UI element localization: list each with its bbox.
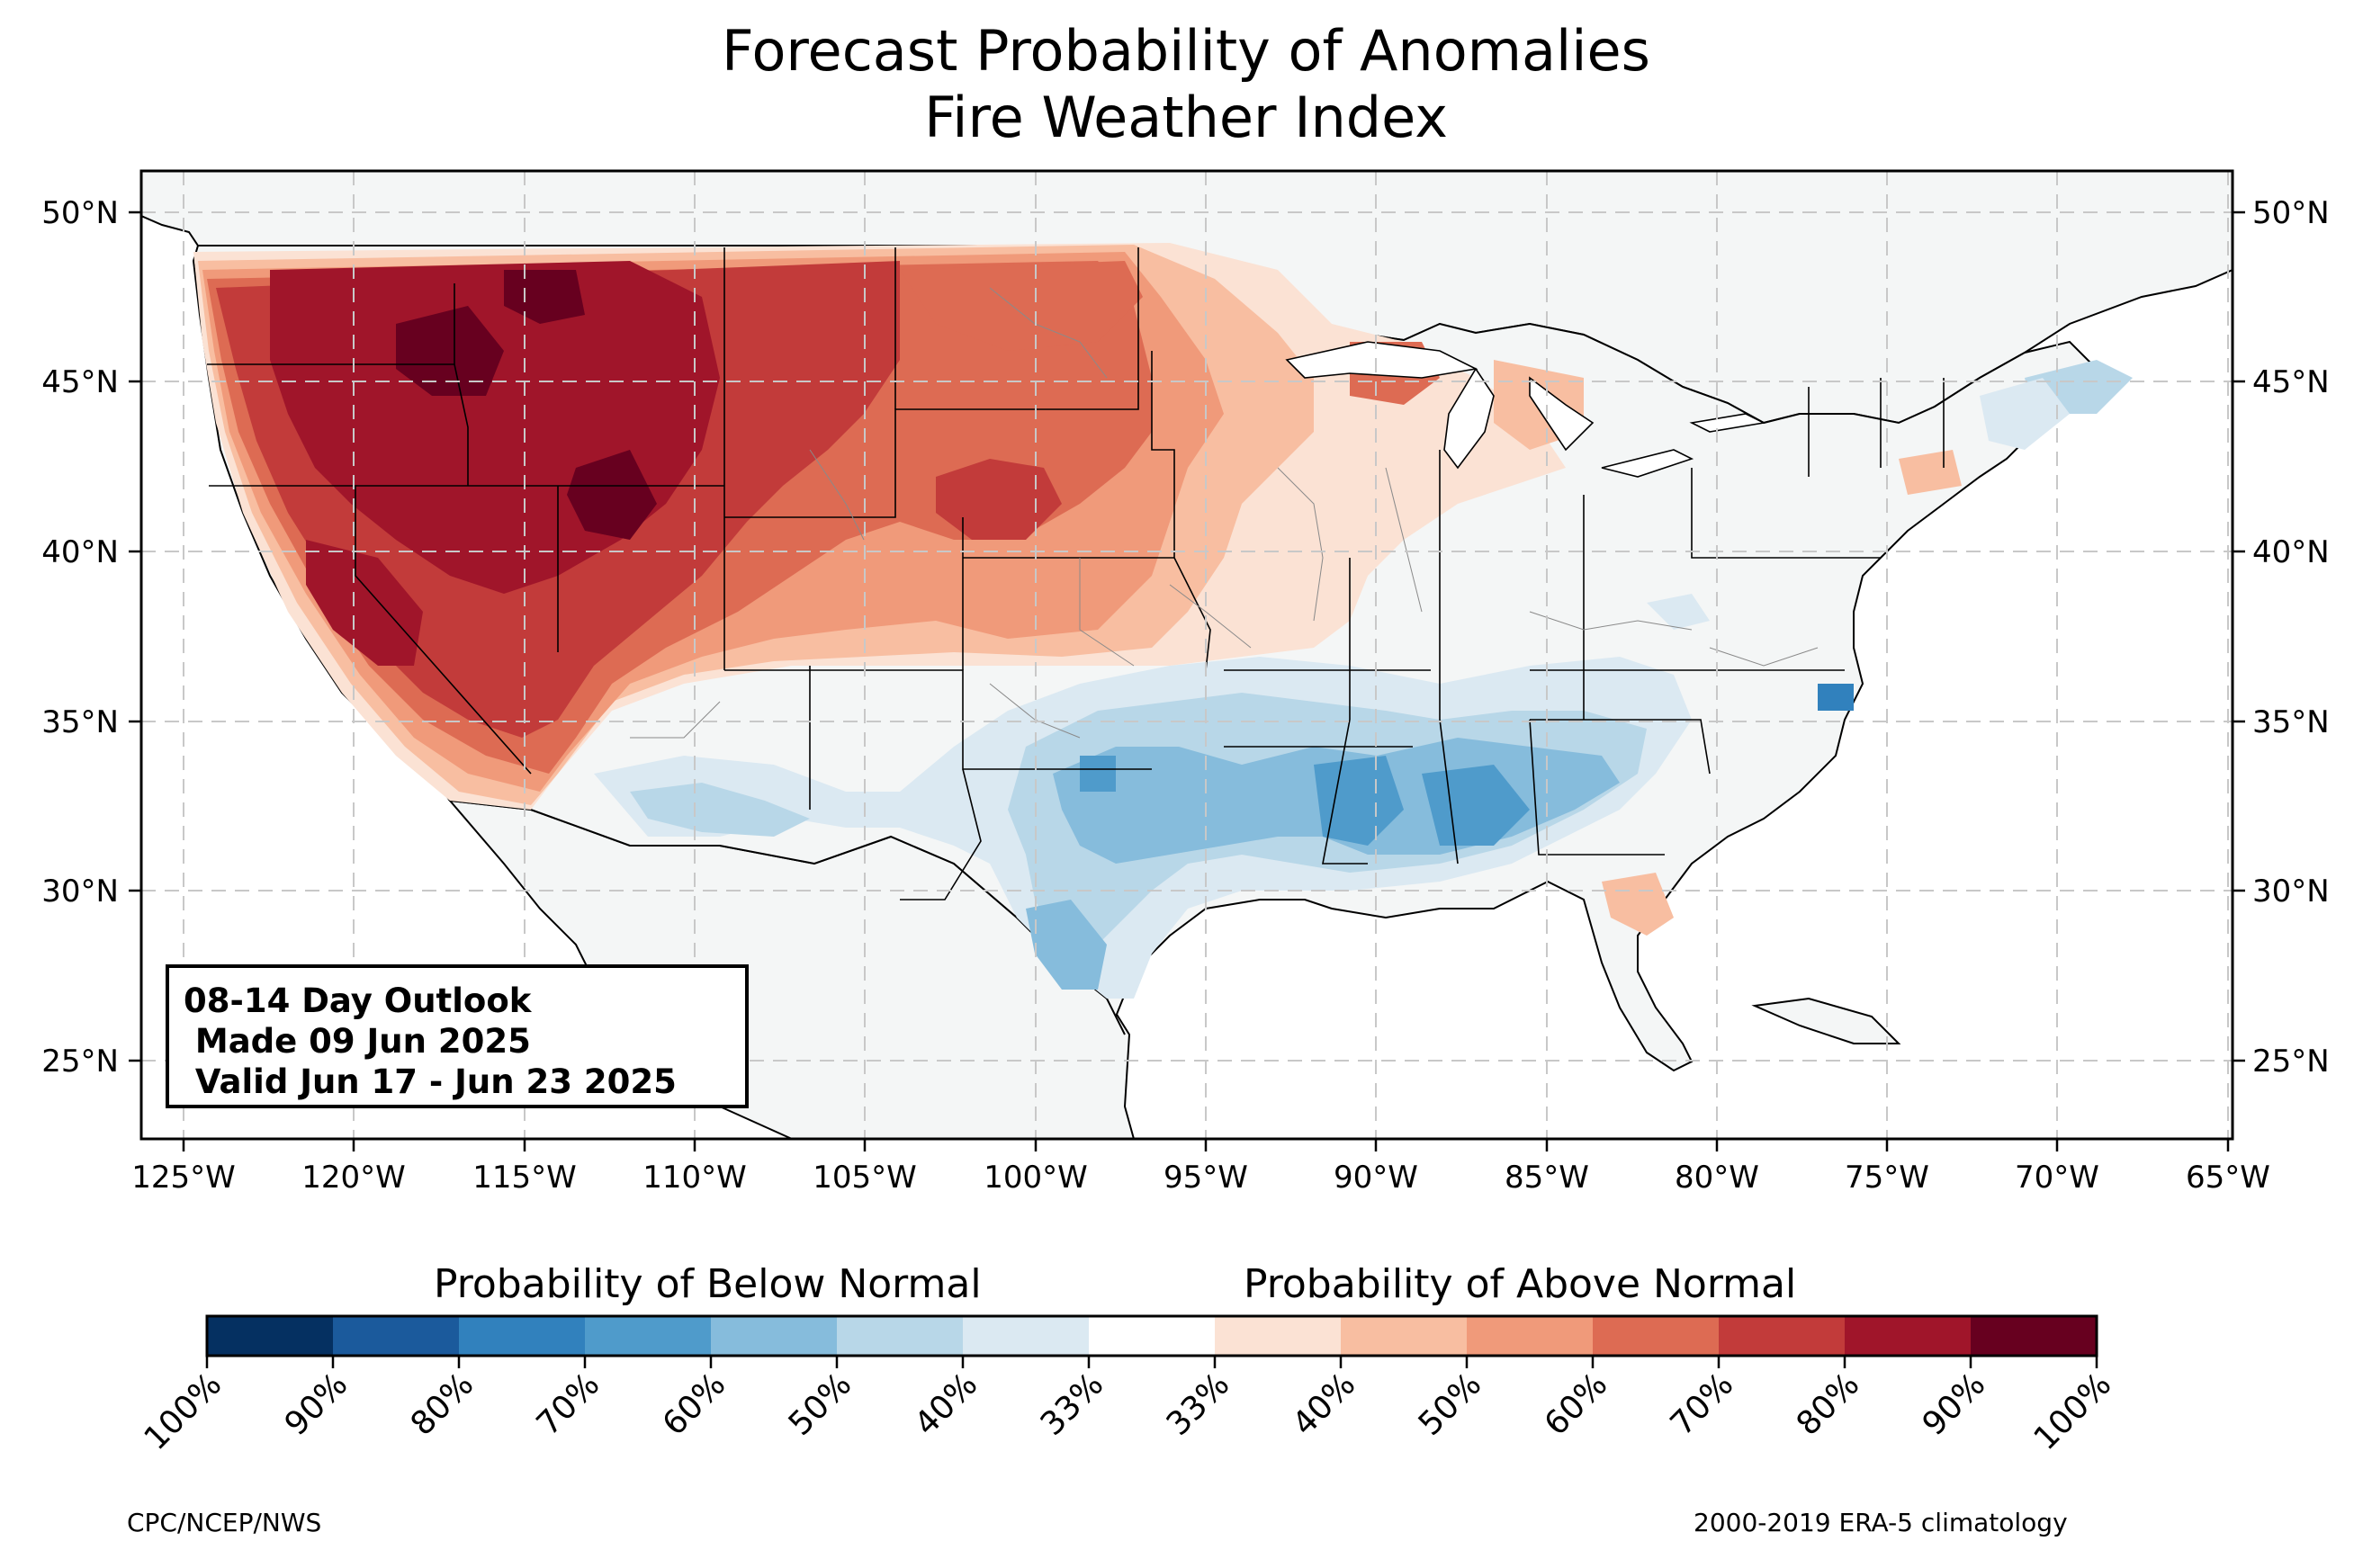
colorbar-tick-label: 60% (656, 1366, 733, 1443)
lat-label-right: 30°N (2252, 874, 2330, 909)
great-lakes (1285, 341, 1766, 478)
lon-label: 90°W (1334, 1160, 1418, 1196)
colorbar-tick-label: 50% (782, 1366, 859, 1443)
colorbar-swatch (1971, 1316, 2098, 1356)
lat-label-left: 45°N (41, 364, 119, 400)
map-subtitle: Fire Weather Index (924, 85, 1448, 150)
colorbar-ticks: 100% 90% 80% 70% 60% 50% 40% 33% 33% 40% 50% 60% 70%… (138, 1356, 2119, 1457)
colorbar-tick-label: 60% (1538, 1366, 1615, 1443)
lon-label: 120°W (301, 1160, 406, 1196)
colorbar-swatch (1341, 1316, 1468, 1356)
lon-label: 80°W (1675, 1160, 1759, 1196)
colorbar-swatch (459, 1316, 586, 1356)
colorbar-swatch (837, 1316, 964, 1356)
lon-label: 65°W (2186, 1160, 2270, 1196)
colorbar-tick-label: 40% (908, 1366, 985, 1443)
lon-label: 100°W (984, 1160, 1088, 1196)
credit-climatology: 2000-2019 ERA-5 climatology (1694, 1508, 2068, 1537)
lat-label-right: 50°N (2252, 195, 2330, 231)
colorbar-tick-label: 100% (2027, 1366, 2119, 1457)
map-frame (139, 169, 2234, 1141)
lon-label: 75°W (1845, 1160, 1929, 1196)
colorbar-tick-label: 33% (1034, 1366, 1111, 1443)
colorbar-tick-label: 33% (1160, 1366, 1237, 1443)
outlook-period: 08-14 Day Outlook (184, 981, 532, 1020)
below-normal-shading (594, 360, 2133, 999)
outlook-info-box: 08-14 Day Outlook Made 09 Jun 2025 Valid… (166, 964, 749, 1108)
lat-label-right: 35°N (2252, 704, 2330, 740)
outlook-made-date: Made 09 Jun 2025 (184, 1022, 531, 1061)
colorbar-tick-label: 80% (1790, 1366, 1867, 1443)
lon-label: 85°W (1505, 1160, 1589, 1196)
colorbar-tick-label: 100% (138, 1366, 229, 1457)
state-boundaries (207, 247, 1945, 900)
colorbar (207, 1316, 2098, 1356)
colorbar-swatch (1719, 1316, 1846, 1356)
colorbar-swatch (333, 1316, 460, 1356)
lat-label-left: 50°N (41, 195, 119, 231)
colorbar-swatch (1215, 1316, 1342, 1356)
colorbar-swatch (1593, 1316, 1720, 1356)
colorbar-tick-label: 40% (1286, 1366, 1363, 1443)
colorbar-frame (205, 1314, 2098, 1357)
colorbar-tick-label: 90% (278, 1366, 355, 1443)
lat-label-left: 40°N (41, 534, 119, 570)
colorbar-swatch (963, 1316, 1090, 1356)
colorbar-swatch (1845, 1316, 1972, 1356)
cuba-land (1751, 997, 1901, 1044)
lon-label: 115°W (472, 1160, 577, 1196)
lon-label: 95°W (1164, 1160, 1248, 1196)
below-normal-label: Probability of Below Normal (434, 1261, 982, 1307)
colorbar-tick-label: 50% (1412, 1366, 1489, 1443)
lat-label-right: 25°N (2252, 1044, 2330, 1080)
lon-label: 105°W (813, 1160, 917, 1196)
colorbar-tick-label: 90% (1916, 1366, 1993, 1443)
colorbar-swatch (1467, 1316, 1594, 1356)
lat-label-left: 35°N (41, 704, 119, 740)
lat-label-right: 40°N (2252, 534, 2330, 570)
lat-label-left: 30°N (41, 874, 119, 909)
above-normal-label: Probability of Above Normal (1244, 1261, 1797, 1307)
colorbar-tick-label: 80% (404, 1366, 481, 1443)
colorbar-tick-label: 70% (1664, 1366, 1741, 1443)
lon-label: 125°W (131, 1160, 236, 1196)
map-title: Forecast Probability of Anomalies (722, 18, 1650, 84)
colorbar-swatch (207, 1316, 334, 1356)
colorbar-tick-label: 70% (530, 1366, 607, 1443)
outlook-valid-dates: Valid Jun 17 - Jun 23 2025 (184, 1062, 677, 1101)
colorbar-swatch (1089, 1316, 1216, 1356)
colorbar-swatch (711, 1316, 838, 1356)
credit-source: CPC/NCEP/NWS (127, 1508, 322, 1537)
lat-label-left: 25°N (41, 1044, 119, 1080)
colorbar-swatch (585, 1316, 712, 1356)
lon-label: 70°W (2015, 1160, 2099, 1196)
axis-ticks (129, 211, 2245, 1151)
lon-label: 110°W (642, 1160, 747, 1196)
lat-label-right: 45°N (2252, 364, 2330, 400)
